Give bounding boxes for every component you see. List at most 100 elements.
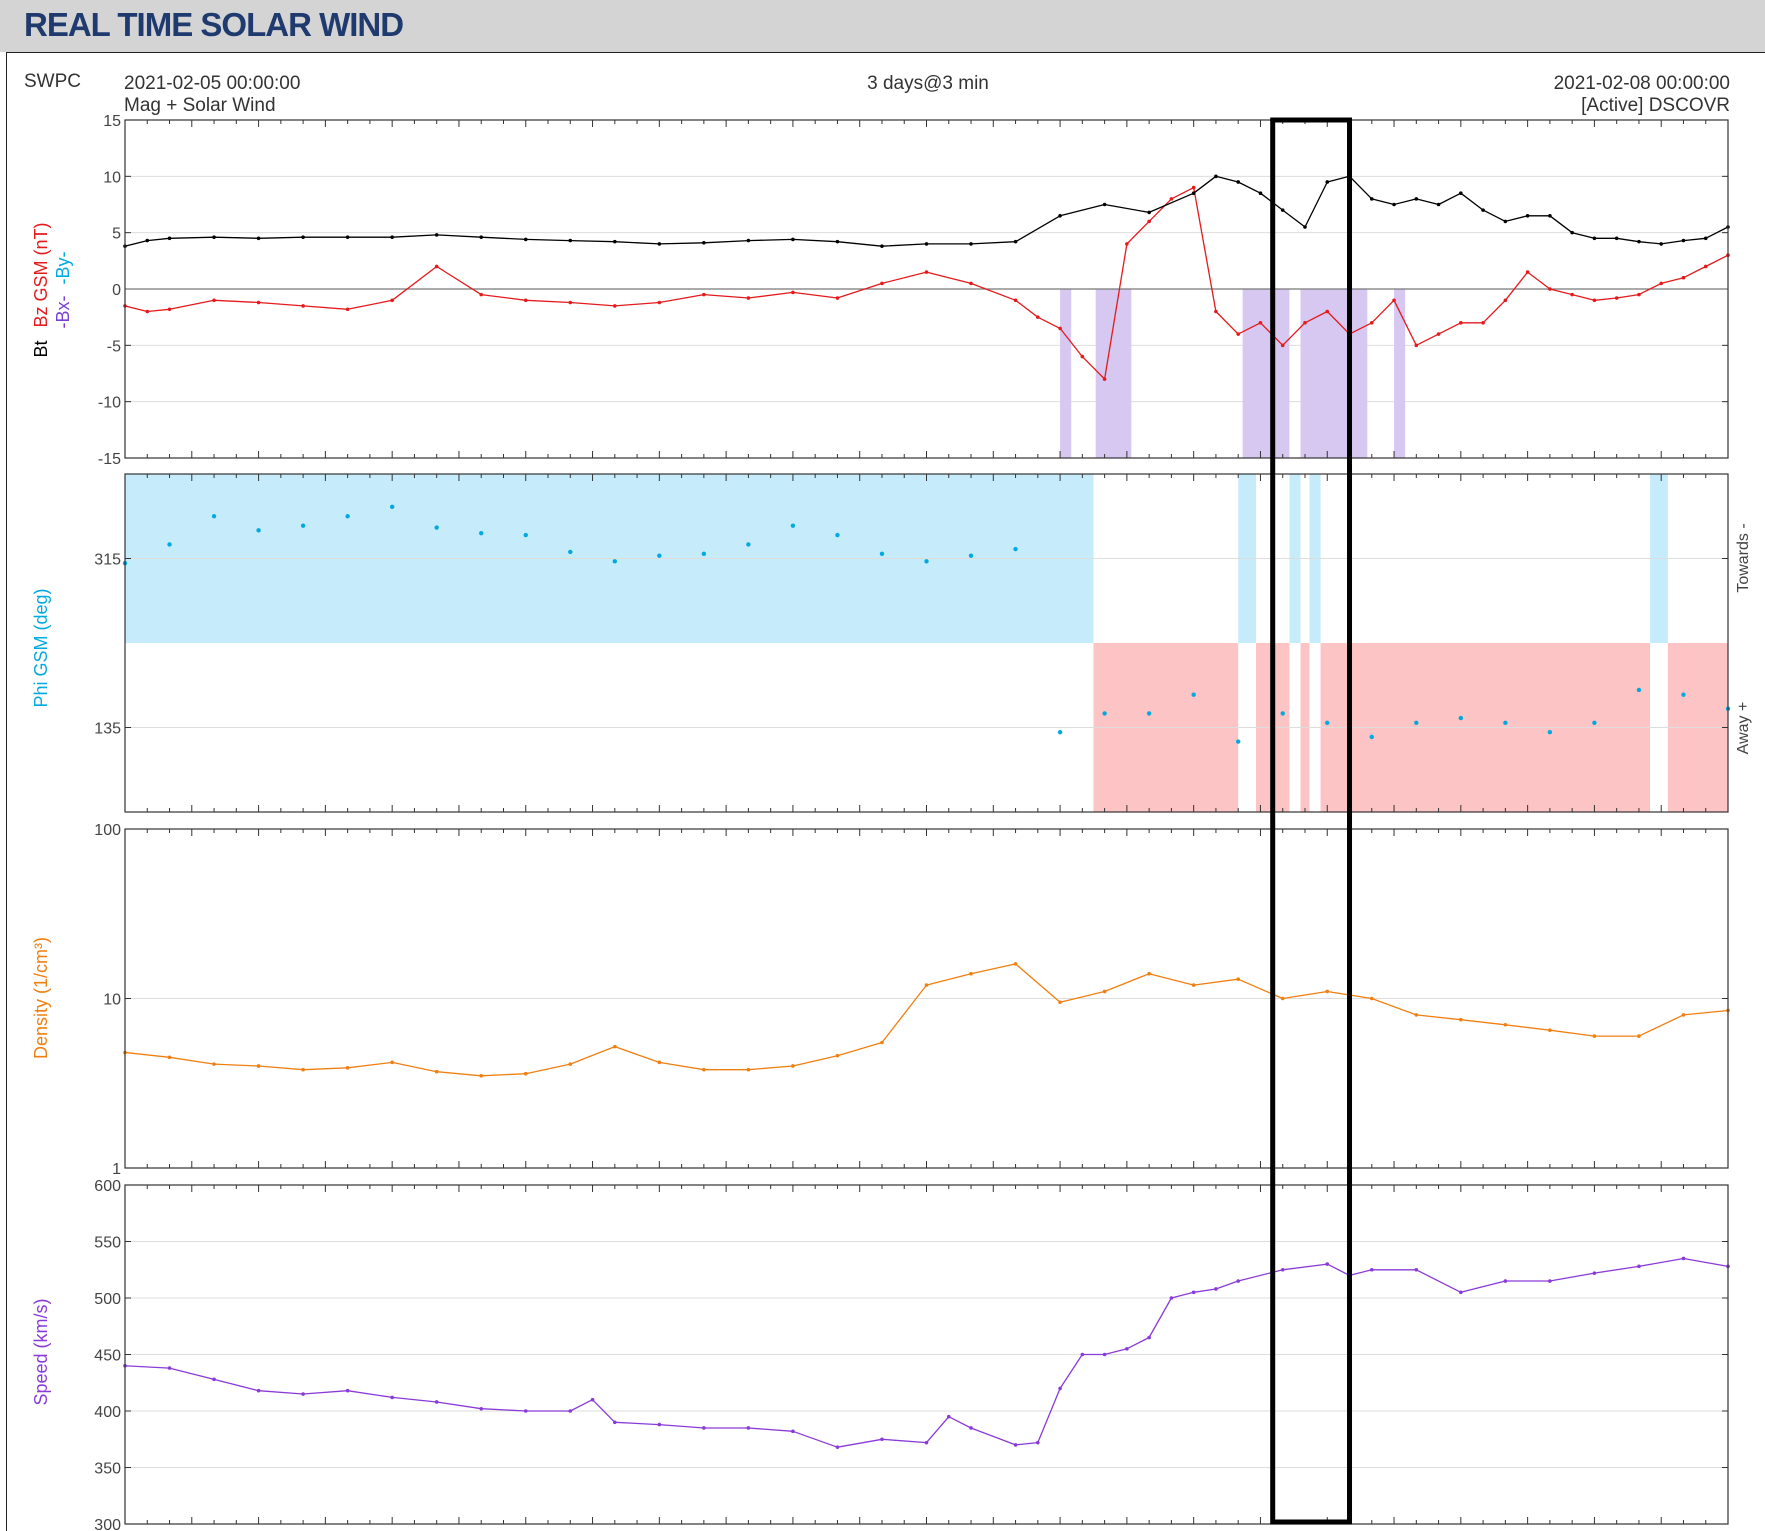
bt-series-point xyxy=(390,235,394,239)
title-bar: REAL TIME SOLAR WIND xyxy=(0,0,1765,52)
density-series-point xyxy=(835,1053,840,1058)
density-series-point xyxy=(613,1044,617,1049)
phi-ylabel: Phi GSM (deg) xyxy=(31,588,51,707)
bt-series-point xyxy=(1325,180,1330,184)
density-series-point xyxy=(1102,989,1107,994)
bz-series-point xyxy=(1058,326,1062,331)
bt-series-point xyxy=(479,235,484,239)
bz-series-point xyxy=(613,304,617,308)
bt-series-point xyxy=(1481,208,1485,212)
density-series-point xyxy=(390,1060,394,1065)
density-series-point xyxy=(969,971,973,976)
bz-series-point xyxy=(1703,264,1708,269)
bz-series-point xyxy=(212,298,216,303)
speed-series-point xyxy=(657,1422,662,1427)
speed-series-point xyxy=(835,1445,840,1449)
phi-point xyxy=(1592,720,1597,726)
phi-point xyxy=(167,542,172,547)
bx-band xyxy=(1242,289,1290,458)
bz-series-point xyxy=(1258,321,1263,325)
speed-series-point xyxy=(946,1414,951,1419)
phi-point xyxy=(568,549,573,555)
bz-series-point xyxy=(1548,287,1552,291)
bz-series-point xyxy=(1503,298,1508,303)
phi-panel: 315 135 xyxy=(94,473,1731,813)
speed-series-point xyxy=(167,1366,172,1370)
bz-series-point xyxy=(835,296,840,300)
away-label: Away + xyxy=(1735,702,1752,755)
bt-series-point xyxy=(1280,208,1285,212)
density-series-point xyxy=(1503,1022,1508,1027)
bt-series-point xyxy=(1570,230,1574,235)
density-series-point xyxy=(256,1064,261,1068)
bz-series-point xyxy=(256,300,261,305)
density-series-point xyxy=(1681,1013,1686,1017)
bz-series-point xyxy=(1459,321,1463,325)
bz-series-point xyxy=(1436,332,1441,336)
bz-series-point xyxy=(1525,270,1530,274)
phi-point xyxy=(657,553,662,558)
y-tick-label: 400 xyxy=(94,1404,121,1421)
speed-series-point xyxy=(1548,1279,1552,1283)
phi-point xyxy=(1369,734,1374,740)
bx-band xyxy=(1300,289,1368,458)
bz-series-point xyxy=(1614,296,1619,300)
y-tick-label: 315 xyxy=(94,552,121,569)
bz-series-point xyxy=(1592,298,1597,303)
bz-series-point xyxy=(1325,309,1330,314)
speed-series-point xyxy=(702,1426,706,1430)
bz-series-point xyxy=(568,300,573,305)
speed-series-point xyxy=(212,1377,216,1382)
density-series-point xyxy=(1637,1034,1641,1038)
bt-series xyxy=(124,175,1729,247)
phi-point xyxy=(968,553,974,558)
phi-point xyxy=(1503,720,1508,726)
phi-point xyxy=(389,504,395,510)
bz-series-point xyxy=(1214,309,1218,314)
speed-series-point xyxy=(1036,1440,1040,1445)
bt-series-point xyxy=(1414,197,1419,201)
bt-series-point xyxy=(1058,213,1062,218)
speed-series-point xyxy=(969,1426,973,1430)
bt-series-point xyxy=(345,235,350,239)
speed-series-point xyxy=(523,1409,528,1413)
bt-series-point xyxy=(256,236,261,241)
bz-series-point xyxy=(746,296,751,300)
bx-band xyxy=(1095,289,1132,458)
bt-series-point xyxy=(613,239,617,244)
bz-series-point xyxy=(167,307,172,312)
density-series-point xyxy=(1147,971,1151,976)
bz-series-point xyxy=(479,292,484,297)
density-series-point xyxy=(1369,996,1374,1001)
y-tick-label: 100 xyxy=(94,822,121,839)
y-tick-label: 15 xyxy=(103,113,121,130)
density-series-point xyxy=(791,1064,795,1068)
speed-series-point xyxy=(880,1437,884,1442)
density-series-point xyxy=(345,1066,350,1070)
bz-series-point xyxy=(1236,332,1240,336)
bz-series-point xyxy=(301,304,305,308)
density-series-point xyxy=(1236,977,1240,981)
bz-series-point xyxy=(1414,343,1419,348)
density-series-point xyxy=(1459,1017,1463,1022)
mag-panel: 15 10 5 0 -5 -10 -15 xyxy=(98,113,1730,468)
speed-series-point xyxy=(1214,1287,1218,1291)
phi-point xyxy=(434,525,439,530)
bt-series-point xyxy=(657,242,662,246)
bz-series-point xyxy=(1369,321,1374,325)
bz-series-point xyxy=(702,292,706,297)
bt-series-point xyxy=(1303,225,1307,229)
bz-series-point xyxy=(1659,281,1664,286)
speed-series-point xyxy=(1191,1290,1196,1295)
y-tick-label: 10 xyxy=(103,169,121,186)
bt-series-point xyxy=(568,238,573,243)
bt-series-point xyxy=(880,244,884,248)
density-series-point xyxy=(523,1071,528,1076)
density-series-point xyxy=(1191,983,1196,987)
bz-series-point xyxy=(924,270,929,274)
bt-series-point xyxy=(1659,242,1664,246)
phi-point xyxy=(746,542,751,547)
bt-series-point xyxy=(969,242,973,246)
speed-series-point xyxy=(1503,1279,1508,1283)
